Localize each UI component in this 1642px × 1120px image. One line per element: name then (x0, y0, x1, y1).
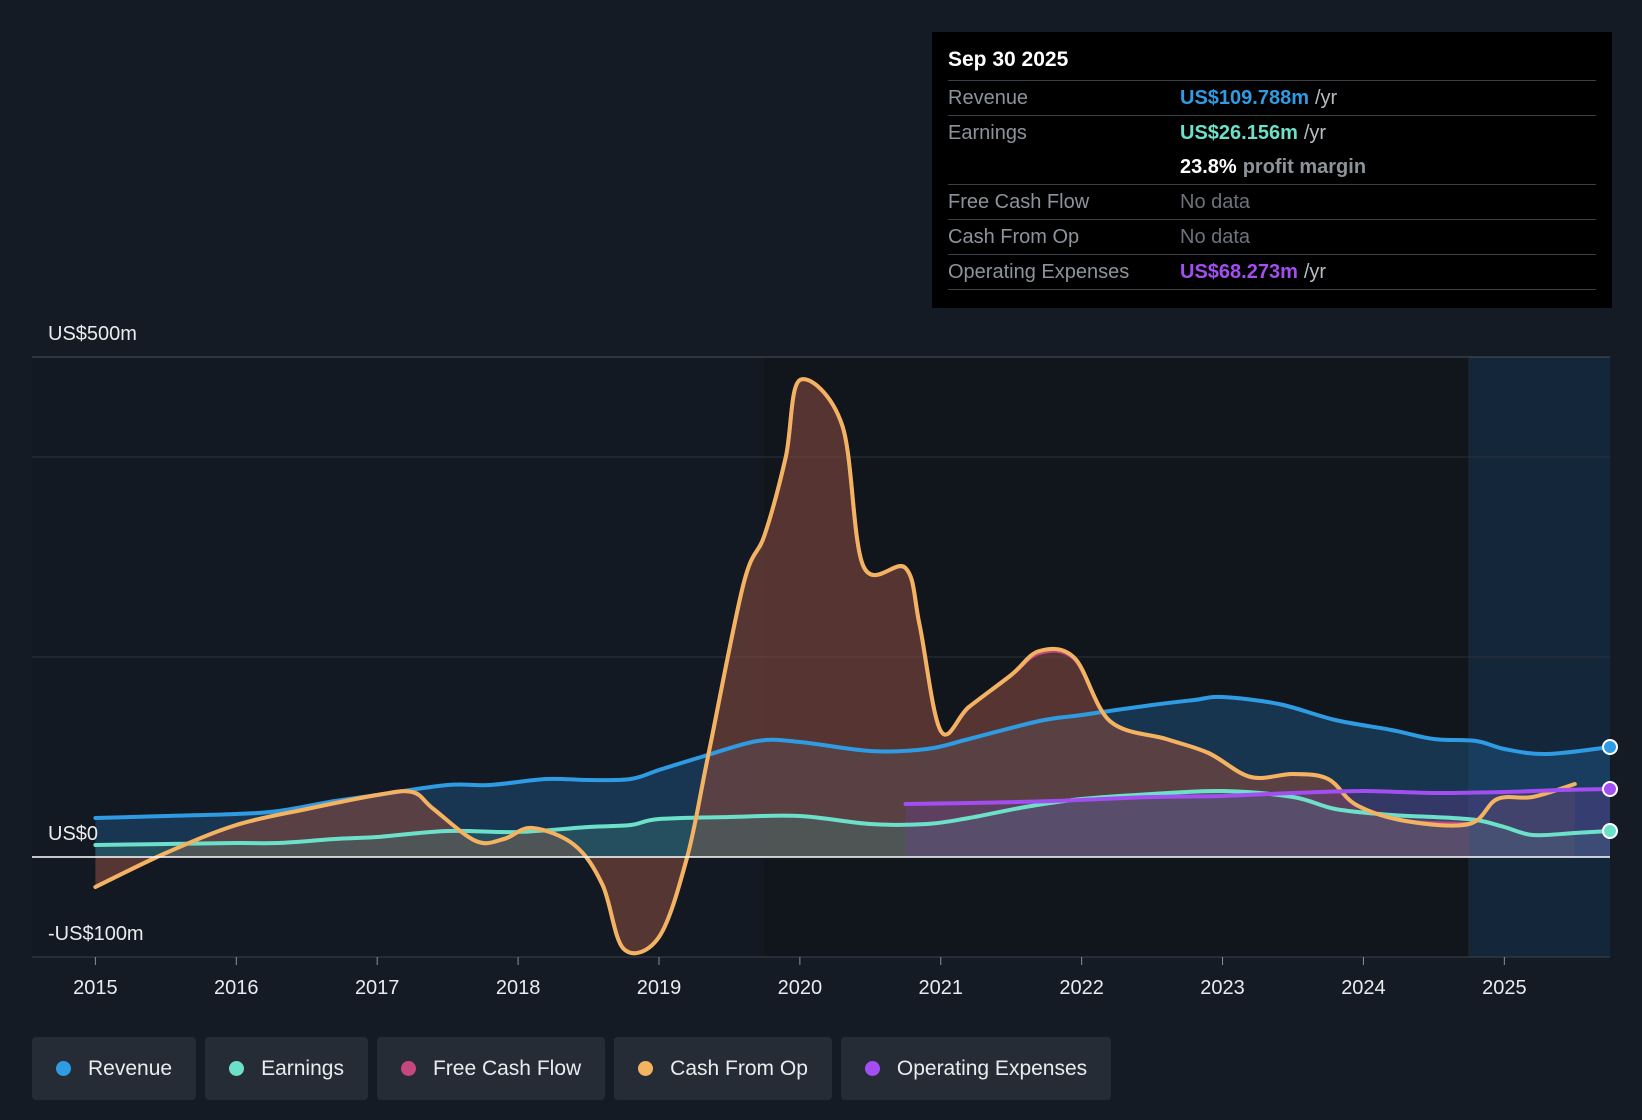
legend-item-operating-expenses[interactable]: Operating Expenses (840, 1037, 1112, 1100)
x-tick-label: 2024 (1341, 977, 1386, 999)
tooltip-label: Earnings (948, 121, 1027, 144)
tooltip-row-fcf: Free Cash Flow No data (948, 185, 1596, 220)
legend-item-cash-from-op[interactable]: Cash From Op (614, 1037, 832, 1100)
legend-dot-icon (229, 1061, 245, 1076)
endpoint-revenue (1602, 739, 1618, 755)
x-tick-label: 2017 (355, 977, 400, 999)
tooltip-date: Sep 30 2025 (948, 46, 1596, 81)
marker-layer (32, 739, 1618, 858)
data-tooltip: Sep 30 2025 Revenue US$109.788m /yr Earn… (932, 32, 1612, 308)
tooltip-label: Cash From Op (948, 225, 1080, 248)
legend-item-earnings[interactable]: Earnings (205, 1037, 368, 1100)
legend-label: Free Cash Flow (432, 1056, 582, 1080)
legend-dot-icon (864, 1061, 880, 1076)
tooltip-earnings-value: US$26.156m (1180, 121, 1298, 144)
area-operating-expenses (905, 789, 1610, 857)
tooltip-row-cfo: Cash From Op No data (948, 220, 1596, 255)
legend: Revenue Earnings Free Cash Flow Cash Fro… (32, 1037, 1112, 1100)
tooltip-row-revenue: Revenue US$109.788m /yr (948, 81, 1596, 115)
x-tick-label: 2018 (496, 977, 541, 999)
x-tick-label: 2022 (1059, 977, 1104, 999)
y-label-top: US$500m (48, 323, 137, 345)
line-earnings (93, 788, 1612, 847)
tooltip-label: Operating Expenses (948, 260, 1130, 283)
x-tick-label: 2025 (1482, 977, 1527, 999)
tooltip-label: Free Cash Flow (948, 190, 1090, 213)
area-cash-from-op (95, 379, 1575, 954)
legend-label: Cash From Op (670, 1056, 808, 1080)
tooltip-cfo-value: No data (1180, 225, 1251, 248)
x-tick-label: 2021 (919, 977, 964, 999)
x-tick-label: 2015 (73, 977, 118, 999)
y-label-bottom: -US$100m (48, 923, 144, 945)
endpoint-operating-expenses (1602, 781, 1618, 797)
x-tick-label: 2023 (1200, 977, 1245, 999)
line-cash-from-op (93, 377, 1577, 956)
legend-dot-icon (56, 1061, 71, 1076)
tooltip-unit: /yr (1303, 121, 1327, 144)
tooltip-row-margin: 23.8% profit margin (948, 150, 1596, 185)
x-tick-label: 2019 (637, 977, 682, 999)
tooltip-row-earnings: Earnings US$26.156m /yr (948, 115, 1596, 150)
legend-label: Revenue (88, 1056, 173, 1080)
tooltip-row-opex: Operating Expenses US$68.273m /yr (948, 255, 1596, 290)
line-layer (93, 377, 1612, 956)
legend-item-revenue[interactable]: Revenue (32, 1037, 197, 1100)
tooltip-revenue-value: US$109.788m (1180, 86, 1309, 109)
tooltip-margin-text: profit margin (1242, 155, 1367, 178)
tooltip-unit: /yr (1303, 260, 1327, 283)
x-tick-label: 2016 (214, 977, 259, 999)
legend-label: Operating Expenses (896, 1056, 1088, 1080)
y-label-zero: US$0 (48, 823, 98, 845)
line-operating-expenses (903, 787, 1612, 806)
legend-item-free-cash-flow[interactable]: Free Cash Flow (376, 1037, 606, 1100)
tooltip-unit: /yr (1314, 86, 1338, 109)
area-free-cash-flow (95, 379, 1470, 954)
x-tick-label: 2020 (778, 977, 823, 999)
tooltip-margin-value: 23.8% (1180, 155, 1237, 178)
legend-label: Earnings (261, 1056, 344, 1080)
legend-dot-icon (400, 1061, 416, 1076)
tick-layer: 2015 2016 2017 2018 2019 2020 2021 2022 2023 2024… (73, 957, 1527, 999)
tooltip-fcf-value: No data (1180, 190, 1251, 213)
legend-dot-icon (638, 1061, 654, 1076)
endpoint-earnings (1602, 823, 1618, 839)
tooltip-opex-value: US$68.273m (1180, 260, 1298, 283)
tooltip-label: Revenue (948, 86, 1029, 109)
